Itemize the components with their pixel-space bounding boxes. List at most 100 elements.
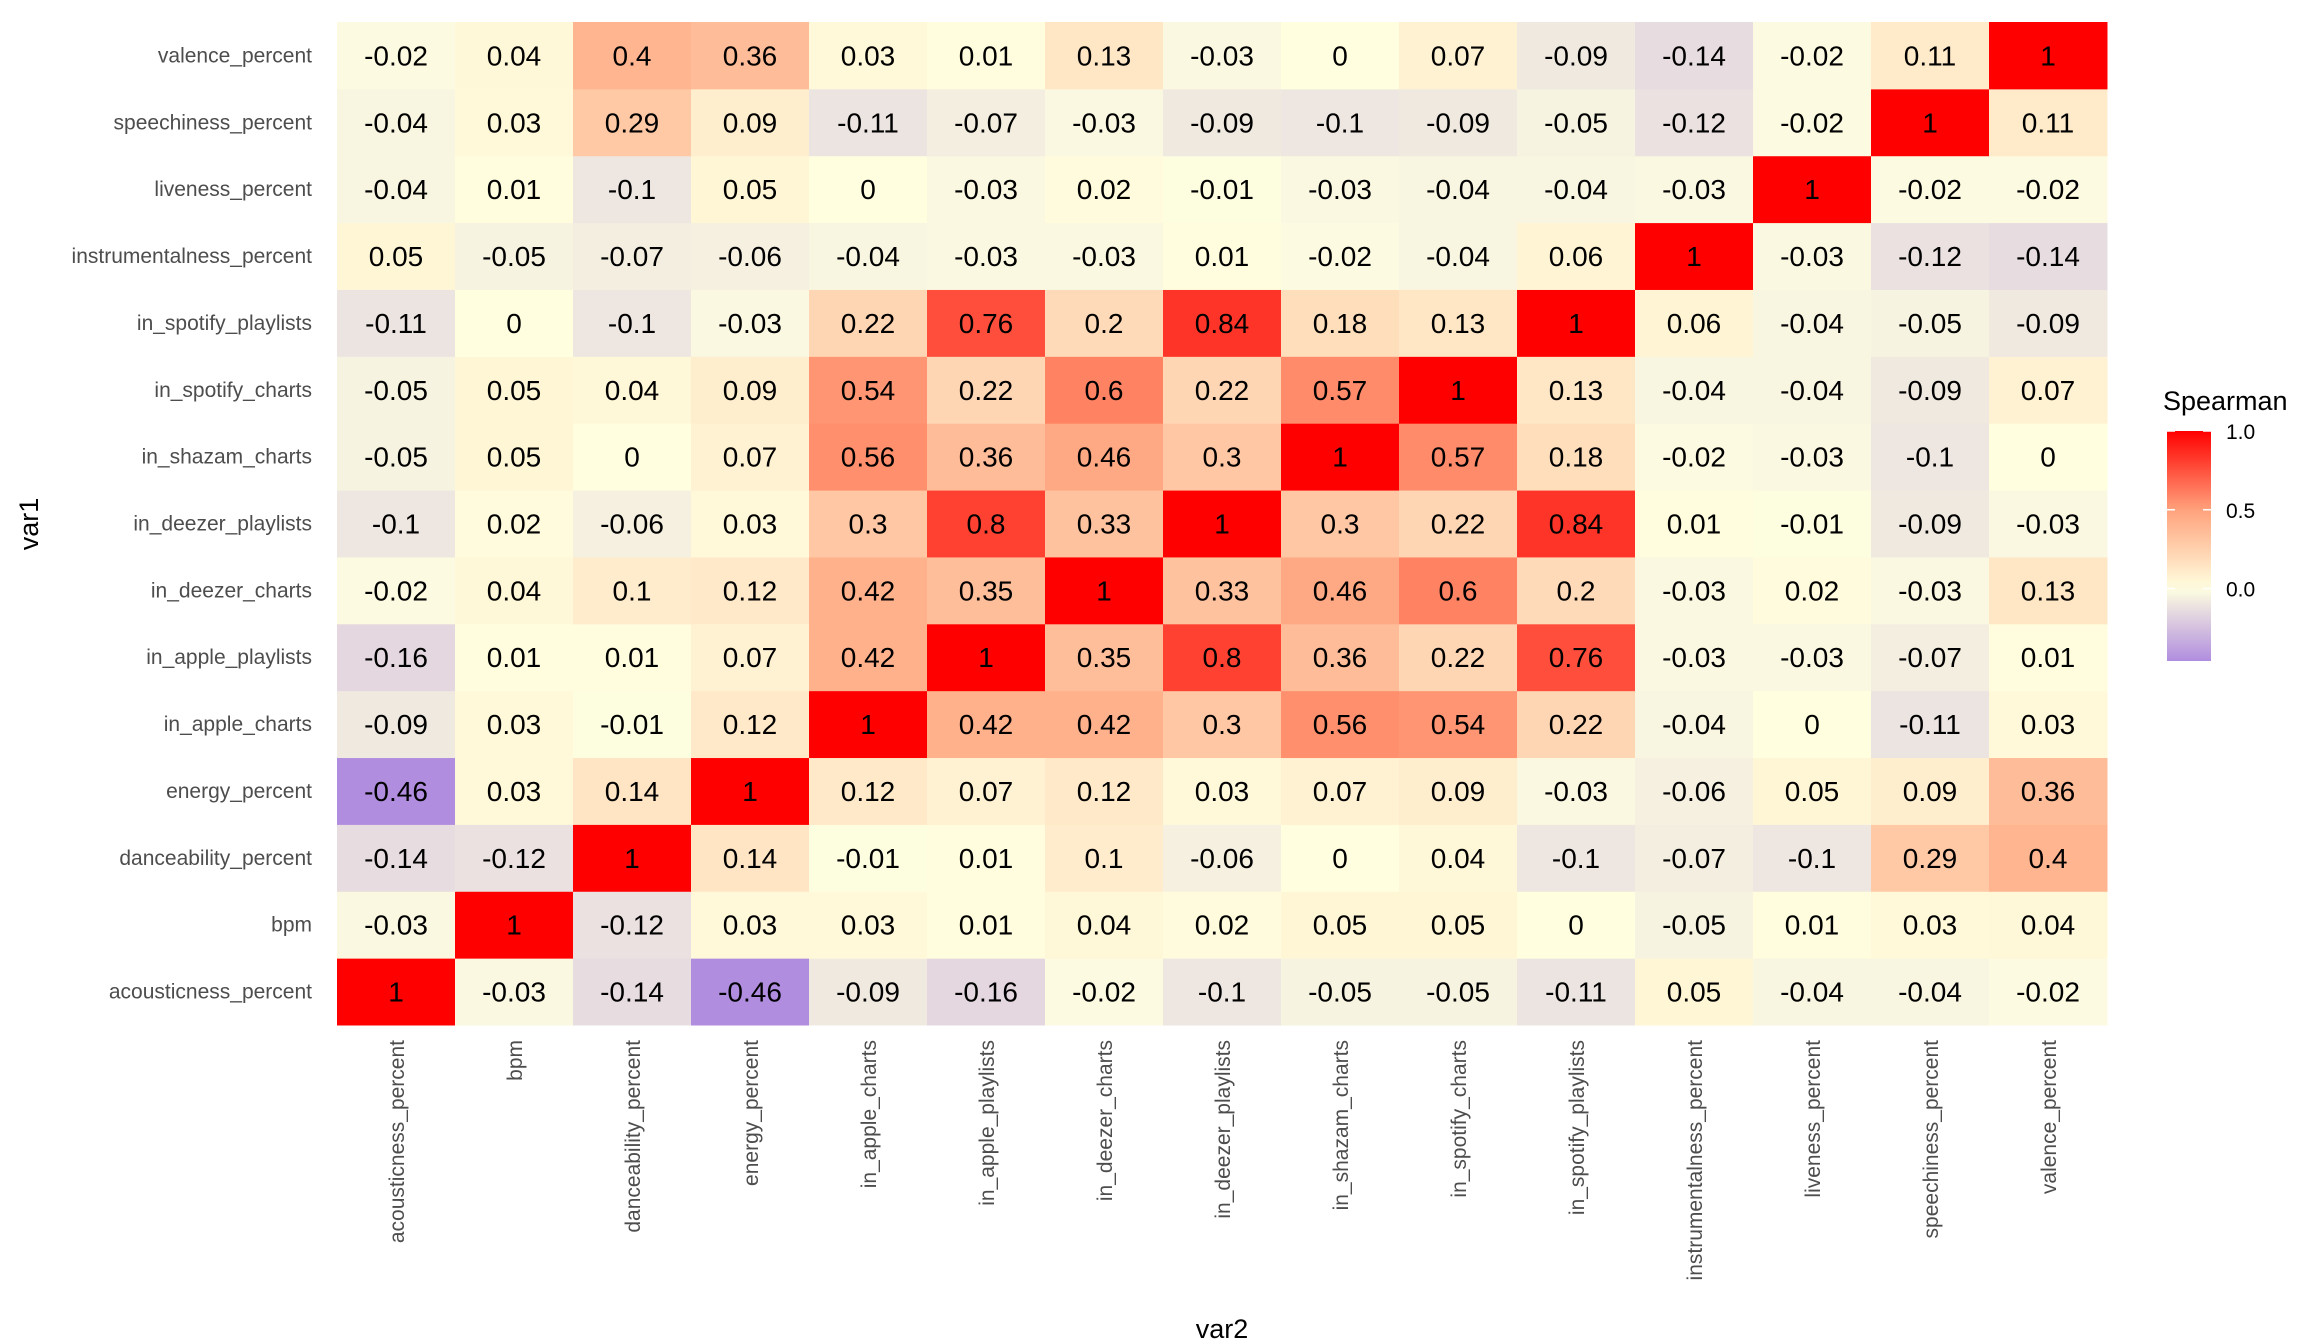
x-tick-label: valence_percent [2038, 1040, 2061, 1194]
heatmap-cell [1871, 490, 1990, 558]
heatmap-cell [455, 891, 574, 959]
cell-value-label: 0.56 [1313, 709, 1368, 740]
cell-value-label: 0.09 [1431, 776, 1486, 807]
heatmap-cell [1045, 824, 1164, 892]
cell-value-label: 0.42 [841, 642, 896, 673]
cell-value-label: 0.33 [1077, 509, 1132, 540]
cell-value-label: -0.03 [2016, 509, 2080, 540]
heatmap-cell [1517, 824, 1636, 892]
cell-value-label: 1 [1332, 442, 1348, 473]
heatmap-cell [573, 623, 692, 692]
cell-value-label: 0.57 [1431, 442, 1486, 473]
cell-value-label: -0.02 [2016, 174, 2080, 205]
heatmap-cell [1635, 155, 1754, 224]
legend-title: Spearman [2163, 386, 2288, 416]
cell-value-label: -0.1 [1552, 843, 1600, 874]
cell-value-label: -0.03 [1308, 174, 1372, 205]
y-tick-label: instrumentalness_percent [72, 245, 313, 268]
cell-value-label: -0.05 [364, 375, 428, 406]
heatmap-cell [1163, 891, 1282, 959]
x-tick-label: acousticness_percent [386, 1040, 409, 1243]
heatmap-cell [809, 556, 928, 625]
heatmap-cell [1635, 891, 1754, 959]
heatmap-cell [455, 88, 574, 157]
heatmap-cell [455, 22, 574, 90]
cell-value-label: -0.02 [1780, 107, 1844, 138]
cell-value-label: -0.12 [600, 910, 664, 941]
heatmap-cells: 1 -0.03 -0.14 -0.46 -0.09 -0.16 -0.02 -0.1 -0.05… [337, 22, 2108, 1026]
heatmap-cell [927, 423, 1046, 491]
cell-value-label: -0.1 [1316, 107, 1364, 138]
heatmap-cell [337, 824, 456, 892]
cell-value-label: 0.42 [959, 709, 1014, 740]
cell-value-label: 0.4 [2029, 843, 2068, 874]
heatmap-cell [1989, 490, 2108, 558]
cell-value-label: -0.07 [1662, 843, 1726, 874]
heatmap-cell [691, 958, 810, 1026]
cell-value-label: -0.09 [2016, 308, 2080, 339]
heatmap-cell [455, 623, 574, 692]
heatmap-cell [691, 891, 810, 959]
cell-value-label: -0.04 [1426, 174, 1490, 205]
heatmap-cell [455, 824, 574, 892]
heatmap-cell [809, 490, 928, 558]
heatmap-cell [1989, 222, 2108, 290]
heatmap-cell [1517, 891, 1636, 959]
heatmap-cell [1399, 222, 1518, 290]
cell-value-label: 1 [1922, 107, 1938, 138]
heatmap-cell [1635, 757, 1754, 825]
heatmap-cell [1163, 490, 1282, 558]
cell-value-label: -0.07 [600, 241, 664, 272]
cell-value-label: 0.35 [1077, 642, 1132, 673]
cell-value-label: 0 [506, 308, 522, 339]
heatmap-cell [1163, 958, 1282, 1026]
heatmap-cell [337, 356, 456, 424]
heatmap-cell [1989, 891, 2108, 959]
cell-value-label: 0.36 [959, 442, 1014, 473]
cell-value-label: 0 [1804, 709, 1820, 740]
x-axis-title: var2 [1196, 1314, 1249, 1344]
y-tick-label: liveness_percent [154, 178, 312, 201]
heatmap-cell [1635, 356, 1754, 424]
heatmap-cell [1281, 556, 1400, 625]
cell-value-label: -0.03 [954, 241, 1018, 272]
cell-value-label: -0.05 [1898, 308, 1962, 339]
heatmap-cell [809, 155, 928, 224]
heatmap-cell [337, 891, 456, 959]
heatmap-cell [1399, 556, 1518, 625]
cell-value-label: 0.18 [1313, 308, 1368, 339]
cell-value-label: 0.29 [605, 107, 660, 138]
cell-value-label: -0.11 [365, 308, 427, 339]
heatmap-cell [1163, 356, 1282, 424]
x-tick-label: in_apple_charts [858, 1040, 881, 1188]
heatmap-cell [1871, 958, 1990, 1026]
cell-value-label: 0.04 [1431, 843, 1486, 874]
cell-value-label: -0.03 [1544, 776, 1608, 807]
heatmap-cell [1281, 824, 1400, 892]
cell-value-label: 0.01 [487, 642, 542, 673]
heatmap-cell [927, 22, 1046, 90]
cell-value-label: 0.05 [487, 375, 542, 406]
cell-value-label: -0.12 [1898, 241, 1962, 272]
cell-value-label: -0.06 [718, 241, 782, 272]
heatmap-cell [455, 155, 574, 224]
y-tick-label: danceability_percent [119, 847, 312, 870]
heatmap-cell [1517, 155, 1636, 224]
heatmap-cell [1989, 155, 2108, 224]
heatmap-cell [1871, 88, 1990, 157]
cell-value-label: 0 [1332, 843, 1348, 874]
legend-tick-label: 0.0 [2226, 579, 2255, 602]
cell-value-label: 0.36 [1313, 642, 1368, 673]
cell-value-label: 0.01 [605, 642, 660, 673]
cell-value-label: 0.07 [959, 776, 1014, 807]
cell-value-label: -0.01 [1190, 174, 1254, 205]
heatmap-cell [337, 556, 456, 625]
heatmap-cell [927, 490, 1046, 558]
cell-value-label: -0.1 [1788, 843, 1836, 874]
cell-value-label: 0.4 [613, 40, 652, 71]
cell-value-label: -0.03 [718, 308, 782, 339]
cell-value-label: -0.09 [1426, 107, 1490, 138]
heatmap-cell [455, 958, 574, 1026]
cell-value-label: 0.05 [369, 241, 424, 272]
cell-value-label: 1 [1686, 241, 1702, 272]
